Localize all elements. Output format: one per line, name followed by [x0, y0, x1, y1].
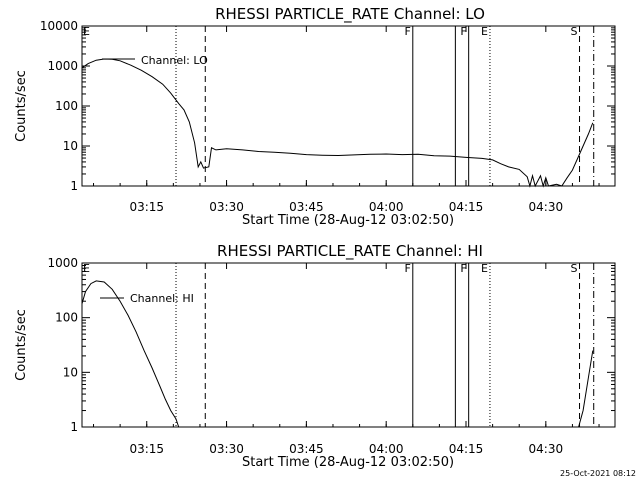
panel-lo-xtick-label-5: 04:30 [529, 200, 564, 214]
panel-lo-ytick-label-1: 10 [63, 139, 78, 153]
panel-lo-title: RHESSI PARTICLE_RATE Channel: LO [215, 5, 485, 24]
panel-lo-ytick-label-0: 1 [70, 179, 78, 193]
panel-hi-xtick-label-3: 04:00 [369, 442, 404, 456]
panel-lo-legend-label: Channel: LO [141, 54, 208, 67]
panel-hi-ticks: 03:15 03:30 03:45 04:00 04:15 04:30 1 10 100 1000 [47, 256, 615, 456]
panel-lo-ytick-label-2: 100 [55, 99, 78, 113]
panel-hi-marker-label-3: F [404, 262, 410, 275]
panel-hi-xtick-label-5: 04:30 [529, 442, 564, 456]
panel-lo-marker-label-0: E [83, 25, 90, 38]
panel-hi-ylabel: Counts/sec [14, 309, 29, 381]
panel-hi-xtick-label-1: 03:30 [209, 442, 244, 456]
panel-lo-ticks: 03:15 03:30 03:45 04:00 04:15 04:30 1 10 100 1000… [40, 19, 615, 214]
panel-hi-marker-label-0: E [83, 262, 90, 275]
panel-hi-axes-frame [81, 262, 616, 428]
panel-lo-xtick-label-4: 04:15 [449, 200, 484, 214]
panel-lo-xtick-label-2: 03:45 [289, 200, 324, 214]
panel-hi-ytick-label-3: 1000 [47, 256, 78, 270]
panel-lo-marker-label-5: F [460, 25, 466, 38]
panel-hi-xtick-label-0: 03:15 [129, 442, 164, 456]
panel-lo-xtick-label-1: 03:30 [209, 200, 244, 214]
panel-lo: RHESSI PARTICLE_RATE Channel: LO Counts/… [14, 5, 616, 228]
panel-lo-xtick-label-3: 04:00 [369, 200, 404, 214]
panel-hi-marker-label-6: E [481, 262, 488, 275]
panel-lo-marker-label-7: S [571, 25, 578, 38]
panel-hi-xtick-label-2: 03:45 [289, 442, 324, 456]
panel-lo-ytick-label-3: 1000 [47, 59, 78, 73]
footer-timestamp: 25-Oct-2021 08:12 [560, 469, 636, 478]
panel-hi-ytick-label-2: 100 [55, 311, 78, 325]
panel-lo-series-line [81, 58, 594, 188]
panel-lo-xlabel: Start Time (28-Aug-12 03:02:50) [242, 213, 454, 228]
panel-hi-xlabel: Start Time (28-Aug-12 03:02:50) [242, 455, 454, 470]
panel-hi-ytick-label-1: 10 [63, 365, 78, 379]
panel-hi: RHESSI PARTICLE_RATE Channel: HI Counts/… [14, 242, 616, 470]
panel-lo-marker-label-6: E [481, 25, 488, 38]
panel-hi-series-line [81, 280, 594, 428]
panel-hi-marker-label-7: S [571, 262, 578, 275]
panel-lo-marker-label-3: F [404, 25, 410, 38]
panel-lo-ylabel: Counts/sec [14, 70, 29, 142]
panel-lo-legend: Channel: LO [102, 54, 208, 67]
panel-hi-ytick-label-0: 1 [70, 420, 78, 434]
panel-lo-ytick-label-4: 10000 [40, 19, 78, 33]
panel-hi-xtick-label-4: 04:15 [449, 442, 484, 456]
panel-hi-legend-label: Channel: HI [130, 292, 194, 305]
panel-hi-marker-label-5: F [460, 262, 466, 275]
panel-lo-xtick-label-0: 03:15 [129, 200, 164, 214]
panel-hi-legend: Channel: HI [100, 292, 194, 305]
panel-hi-title: RHESSI PARTICLE_RATE Channel: HI [217, 242, 483, 261]
